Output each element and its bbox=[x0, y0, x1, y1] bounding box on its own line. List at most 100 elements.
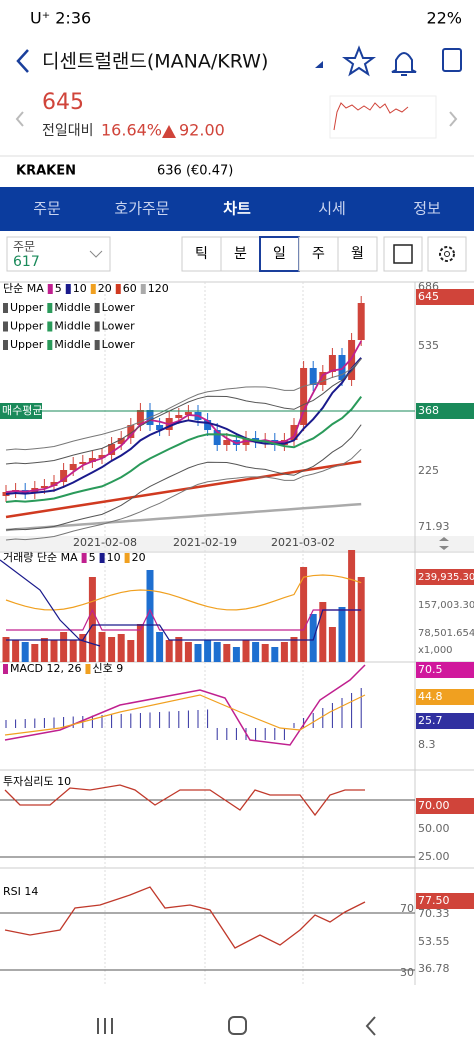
candle-body bbox=[328, 355, 336, 372]
order-label: 주문 bbox=[13, 240, 35, 254]
next-button[interactable] bbox=[449, 111, 458, 127]
candle-body bbox=[69, 464, 77, 470]
rsi-legend: RSI 14 bbox=[3, 885, 38, 898]
signal-line bbox=[4, 694, 366, 736]
tab[interactable]: 주문 bbox=[33, 200, 61, 218]
volume-bar bbox=[357, 577, 365, 662]
layout-button[interactable] bbox=[383, 236, 423, 272]
legend-label: Middle bbox=[54, 320, 91, 333]
legend-swatch bbox=[124, 553, 130, 563]
legend-label: 20 bbox=[132, 551, 146, 564]
legend-swatch bbox=[99, 553, 105, 563]
price-axis-label: 535 bbox=[418, 339, 439, 352]
volume-bar bbox=[252, 642, 260, 662]
legend-swatch bbox=[94, 303, 100, 313]
vol-ma20 bbox=[5, 574, 362, 611]
candle-body bbox=[117, 438, 125, 444]
legend-swatch bbox=[94, 340, 100, 350]
nav-back[interactable] bbox=[365, 1016, 376, 1036]
macd-tag bbox=[416, 713, 474, 729]
psych-axis-label: 50.00 bbox=[418, 822, 450, 835]
change-label: 전일대비 bbox=[42, 123, 94, 139]
avg-tag-value: 368 bbox=[418, 404, 439, 417]
legend-swatch bbox=[85, 664, 91, 674]
band-lower-2 bbox=[5, 448, 362, 541]
candle-body bbox=[338, 355, 346, 380]
settings-button[interactable] bbox=[427, 236, 467, 272]
candle-body bbox=[309, 368, 317, 385]
band-upper bbox=[5, 358, 362, 465]
volume-bar bbox=[31, 644, 39, 662]
settings-icon-core bbox=[444, 251, 450, 257]
candle-body bbox=[357, 303, 365, 340]
volume-bar bbox=[309, 614, 317, 662]
volume-bar bbox=[338, 607, 346, 662]
volume-bar bbox=[184, 642, 192, 662]
volume-bar bbox=[98, 632, 106, 662]
date-strip bbox=[0, 536, 474, 551]
legend-label: 신호 9 bbox=[92, 662, 123, 675]
alert-button[interactable] bbox=[391, 52, 417, 76]
macd-line bbox=[4, 664, 366, 746]
legend-swatch bbox=[115, 284, 121, 294]
volume-bar bbox=[136, 624, 144, 662]
macd-tag-label: 70.5 bbox=[418, 663, 443, 676]
nav-bar bbox=[0, 1000, 474, 1053]
nav-recent[interactable] bbox=[97, 1018, 113, 1034]
nav-home[interactable] bbox=[228, 1016, 247, 1035]
tab[interactable]: 호가주문 bbox=[114, 200, 169, 218]
period-button[interactable] bbox=[259, 236, 300, 272]
legend-swatch bbox=[47, 284, 53, 294]
legend-swatch bbox=[47, 303, 53, 313]
volume-bar bbox=[242, 640, 250, 662]
candle-body bbox=[184, 412, 192, 415]
price-tag bbox=[416, 289, 474, 305]
volume-bar bbox=[223, 644, 231, 662]
legend-swatch bbox=[3, 303, 8, 313]
candle-body bbox=[79, 462, 87, 464]
legend-swatch bbox=[3, 321, 8, 332]
exchange-name: KRAKEN bbox=[16, 164, 76, 179]
up-arrow bbox=[162, 125, 176, 138]
candle-body bbox=[204, 420, 212, 430]
tab[interactable]: 정보 bbox=[413, 200, 441, 218]
band-upper-2 bbox=[5, 358, 362, 451]
period-button[interactable] bbox=[298, 236, 339, 272]
psych-axis-label: 25.00 bbox=[418, 850, 450, 863]
prev-button[interactable] bbox=[15, 111, 24, 127]
legend-label: Lower bbox=[102, 301, 135, 314]
volume-bar bbox=[21, 642, 29, 662]
legend-label: 20 bbox=[98, 282, 112, 295]
candle-body bbox=[175, 415, 183, 418]
volume-bar bbox=[40, 638, 48, 662]
legend-label: 10 bbox=[73, 282, 87, 295]
avg-badge bbox=[0, 403, 42, 419]
legend-swatch bbox=[94, 321, 100, 332]
volume-bar bbox=[328, 627, 336, 662]
rsi-tag bbox=[416, 893, 474, 909]
back-button[interactable] bbox=[16, 49, 29, 73]
date-label: 2021-02-08 bbox=[73, 536, 137, 549]
title-dropdown[interactable] bbox=[315, 61, 323, 68]
settings-icon bbox=[439, 246, 455, 262]
volume-bar bbox=[12, 640, 20, 662]
period-label: 일 bbox=[273, 246, 286, 262]
tab-bar bbox=[0, 187, 474, 231]
exchange-price: 636 (€0.47) bbox=[157, 164, 233, 179]
legend-swatch bbox=[47, 340, 53, 350]
tab[interactable]: 차트 bbox=[223, 200, 251, 218]
period-button[interactable] bbox=[337, 236, 378, 272]
candle-body bbox=[156, 425, 164, 430]
volume-bar bbox=[175, 637, 183, 662]
menu-button[interactable] bbox=[442, 48, 462, 72]
period-label: 틱 bbox=[195, 246, 208, 262]
volume-bar bbox=[79, 634, 87, 662]
legend-swatch bbox=[140, 284, 146, 294]
volume-bar bbox=[348, 550, 356, 662]
volume-bar bbox=[69, 640, 77, 662]
candle-body bbox=[319, 372, 327, 385]
volume-bar bbox=[213, 642, 221, 662]
tab[interactable]: 시세 bbox=[318, 200, 346, 218]
sparkline bbox=[333, 102, 409, 131]
favorite-button[interactable] bbox=[342, 45, 376, 77]
